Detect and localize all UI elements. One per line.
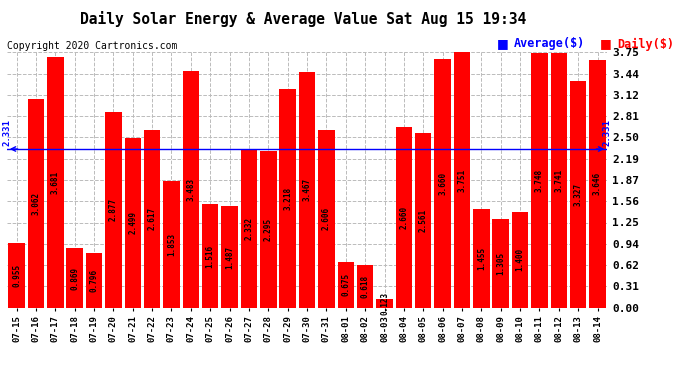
- Text: 2.332: 2.332: [244, 217, 253, 240]
- Bar: [202, 204, 219, 308]
- Text: 2.561: 2.561: [419, 209, 428, 232]
- Text: 1.516: 1.516: [206, 244, 215, 267]
- Bar: [551, 53, 567, 307]
- Text: 2.331: 2.331: [3, 119, 12, 146]
- Text: 2.606: 2.606: [322, 207, 331, 231]
- Text: 3.062: 3.062: [32, 192, 41, 215]
- Text: ■: ■: [497, 38, 509, 51]
- Bar: [164, 182, 179, 308]
- Bar: [454, 53, 470, 308]
- Bar: [512, 212, 529, 308]
- Text: 3.327: 3.327: [573, 183, 582, 206]
- Bar: [241, 149, 257, 308]
- Bar: [376, 299, 393, 307]
- Text: 0.675: 0.675: [342, 273, 351, 296]
- Text: 2.499: 2.499: [128, 211, 137, 234]
- Text: 2.877: 2.877: [109, 198, 118, 221]
- Text: 0.796: 0.796: [90, 269, 99, 292]
- Bar: [531, 53, 548, 308]
- Bar: [183, 70, 199, 308]
- Text: 3.741: 3.741: [554, 169, 563, 192]
- Text: 3.748: 3.748: [535, 168, 544, 192]
- Bar: [395, 127, 412, 308]
- Text: 3.681: 3.681: [51, 171, 60, 194]
- Bar: [570, 81, 586, 308]
- Bar: [493, 219, 509, 308]
- Text: 3.483: 3.483: [186, 177, 195, 201]
- Text: 2.660: 2.660: [400, 206, 408, 229]
- Bar: [279, 88, 296, 308]
- Text: 2.331: 2.331: [602, 119, 611, 146]
- Text: Daily Solar Energy & Average Value Sat Aug 15 19:34: Daily Solar Energy & Average Value Sat A…: [81, 11, 526, 27]
- Bar: [28, 99, 44, 308]
- Text: 3.646: 3.646: [593, 172, 602, 195]
- Bar: [260, 152, 277, 308]
- Bar: [589, 60, 606, 308]
- Text: 1.305: 1.305: [496, 252, 505, 275]
- Text: Copyright 2020 Cartronics.com: Copyright 2020 Cartronics.com: [7, 41, 177, 51]
- Text: 3.660: 3.660: [438, 171, 447, 195]
- Text: 1.455: 1.455: [477, 246, 486, 270]
- Text: 3.751: 3.751: [457, 168, 466, 192]
- Text: Daily($): Daily($): [618, 38, 675, 51]
- Text: 0.618: 0.618: [361, 275, 370, 298]
- Bar: [415, 134, 431, 308]
- Text: 3.467: 3.467: [302, 178, 312, 201]
- Bar: [435, 58, 451, 308]
- Bar: [66, 248, 83, 308]
- Text: Average($): Average($): [514, 38, 585, 51]
- Bar: [8, 243, 25, 308]
- Bar: [86, 254, 102, 308]
- Bar: [337, 262, 354, 308]
- Text: 0.123: 0.123: [380, 292, 389, 315]
- Text: 1.853: 1.853: [167, 233, 176, 256]
- Bar: [318, 130, 335, 308]
- Text: 0.869: 0.869: [70, 266, 79, 290]
- Bar: [299, 72, 315, 308]
- Bar: [221, 206, 238, 308]
- Bar: [124, 138, 141, 308]
- Bar: [473, 209, 490, 308]
- Bar: [47, 57, 63, 308]
- Text: 2.617: 2.617: [148, 207, 157, 230]
- Bar: [357, 266, 373, 308]
- Text: 0.955: 0.955: [12, 264, 21, 286]
- Bar: [105, 112, 121, 308]
- Text: 3.218: 3.218: [283, 186, 292, 210]
- Text: 1.487: 1.487: [225, 245, 234, 268]
- Text: 1.400: 1.400: [515, 248, 524, 272]
- Text: ■: ■: [600, 38, 612, 51]
- Text: 2.295: 2.295: [264, 218, 273, 241]
- Bar: [144, 129, 160, 308]
